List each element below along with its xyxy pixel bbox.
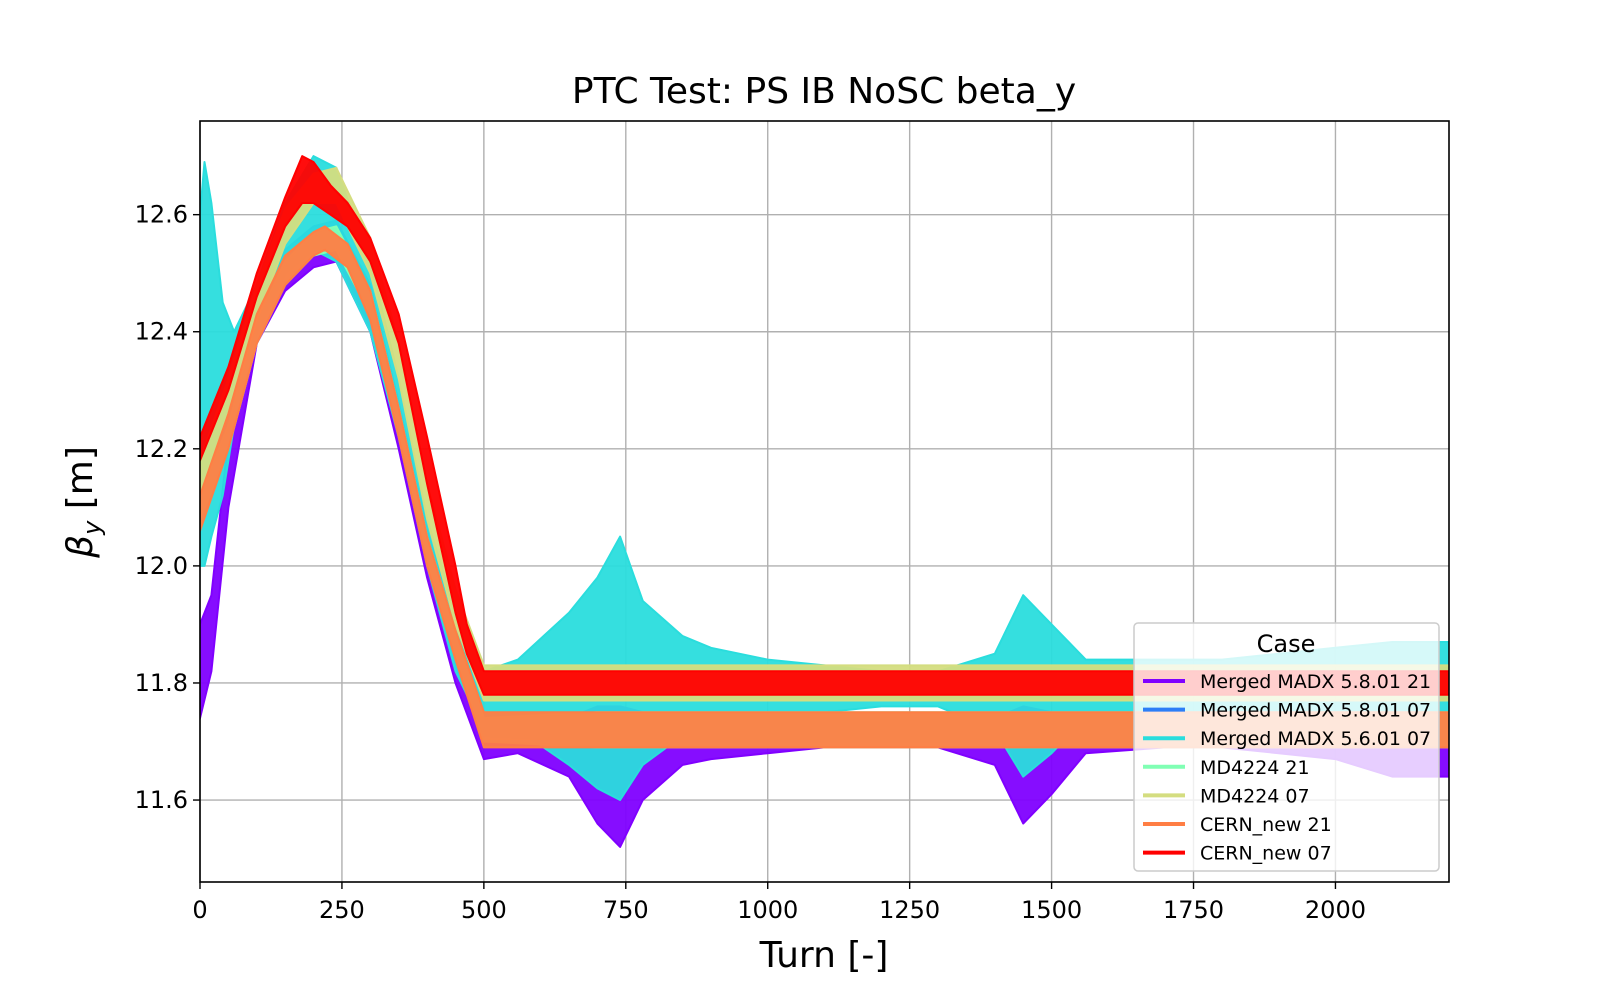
y-tick-label: 11.6 xyxy=(135,786,188,814)
series-layer xyxy=(200,155,1449,848)
plot-frame xyxy=(199,120,1450,883)
series-band-6 xyxy=(200,225,1449,749)
legend-title: Case xyxy=(1257,630,1316,658)
x-tick-label: 250 xyxy=(319,896,365,924)
x-tick-label: 1500 xyxy=(1021,896,1082,924)
x-axis-ticks: 0 250 500 750 1000 1250 1500 1750 2000 xyxy=(192,882,1366,924)
x-tick-label: 1750 xyxy=(1163,896,1224,924)
x-tick-label: 0 xyxy=(192,896,207,924)
legend-label: CERN_new 21 xyxy=(1200,814,1332,836)
y-tick-label: 12.4 xyxy=(135,318,188,346)
y-tick-label: 11.8 xyxy=(135,669,188,697)
y-tick-label: 12.6 xyxy=(135,201,188,229)
legend-label: Merged MADX 5.8.01 07 xyxy=(1200,700,1431,722)
legend-label: MD4224 21 xyxy=(1200,757,1310,779)
x-axis-label: Turn [-] xyxy=(759,935,889,976)
chart-title: PTC Test: PS IB NoSC beta_y xyxy=(572,71,1076,112)
x-tick-label: 1250 xyxy=(879,896,940,924)
x-tick-label: 750 xyxy=(603,896,649,924)
y-axis-label-unit: [m] xyxy=(60,446,101,521)
series-band-7 xyxy=(200,155,1449,696)
y-axis-label-symbol: β xyxy=(60,535,101,559)
legend-items: Merged MADX 5.8.01 21 Merged MADX 5.8.01 … xyxy=(1143,671,1431,865)
y-tick-label: 12.2 xyxy=(135,435,188,463)
legend-label: Merged MADX 5.8.01 21 xyxy=(1200,671,1431,693)
x-tick-label: 2000 xyxy=(1305,896,1366,924)
legend-box xyxy=(1133,622,1440,872)
x-tick-label: 500 xyxy=(461,896,507,924)
y-axis-label: βy [m] xyxy=(60,446,106,559)
legend-label: MD4224 07 xyxy=(1200,785,1310,807)
x-tick-label: 1000 xyxy=(737,896,798,924)
y-axis-label-subscript: y xyxy=(78,520,106,536)
legend-label: Merged MADX 5.6.01 07 xyxy=(1200,728,1431,750)
y-tick-label: 12.0 xyxy=(135,552,188,580)
y-axis-ticks: 11.6 11.8 12.0 12.2 12.4 12.6 xyxy=(135,201,200,814)
legend-label: CERN_new 07 xyxy=(1200,843,1332,865)
